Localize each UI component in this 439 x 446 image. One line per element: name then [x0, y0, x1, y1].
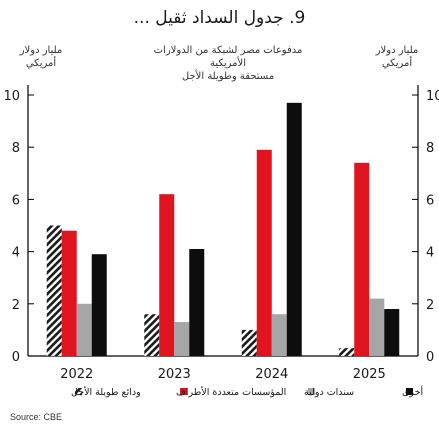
bar-hatch-2022 — [46, 225, 62, 356]
bar-black-2025 — [384, 309, 400, 356]
bar-red-2022 — [61, 230, 77, 356]
bar-hatch-2024 — [241, 329, 257, 356]
y-tick-label-left: 6 — [12, 193, 20, 208]
bar-red-2025 — [354, 162, 370, 356]
chart-subheader: مدفوعات مصر لشبكة من الدولارات الأمريكية… — [153, 45, 303, 82]
y-tick-label-right: 4 — [426, 246, 434, 261]
legend-label-black: أخرى — [402, 385, 424, 398]
x-tick-label: 2022 — [60, 367, 93, 382]
y-tick-label-left: 10 — [3, 89, 20, 104]
legend-swatch-black — [406, 388, 413, 395]
left-axis-unit: مليار دولار أمريكي — [19, 45, 63, 69]
bar-red-2024 — [256, 149, 272, 356]
y-tick-label-left: 8 — [12, 141, 20, 156]
legend-swatch-hatch — [75, 388, 82, 395]
y-tick-label-right: 6 — [426, 193, 434, 208]
legend-label-hatch: ودائع طويلة الأجل — [71, 386, 141, 398]
bar-gray-2022 — [76, 303, 92, 356]
source-note: Source: CBE — [10, 412, 63, 422]
chart-title: 9. جدول السداد ثقيل ... — [133, 8, 306, 28]
bar-gray-2025 — [369, 298, 385, 356]
legend-swatch-gray — [308, 388, 315, 395]
right-axis-unit: مليار دولار أمريكي — [375, 45, 419, 69]
bar-hatch-2025 — [339, 348, 355, 356]
bar-hatch-2023 — [144, 314, 160, 356]
bar-black-2022 — [91, 254, 107, 356]
bar-gray-2024 — [271, 314, 287, 356]
x-tick-label: 2023 — [158, 367, 191, 382]
x-tick-label: 2024 — [255, 367, 288, 382]
x-tick-label: 2025 — [353, 367, 386, 382]
y-tick-label-left: 0 — [12, 350, 20, 365]
y-tick-label-right: 10 — [426, 89, 439, 104]
y-tick-label-left: 4 — [12, 246, 20, 261]
bar-red-2023 — [159, 194, 175, 356]
y-tick-label-right: 0 — [426, 350, 434, 365]
bar-black-2023 — [189, 248, 205, 356]
bar-black-2024 — [286, 102, 302, 356]
y-tick-label-left: 2 — [12, 298, 20, 313]
bar-gray-2023 — [174, 322, 190, 356]
legend-label-red: المؤسسات متعددة الأطراف — [176, 386, 286, 398]
legend-label-gray: سندات دولية — [304, 387, 354, 398]
y-tick-label-right: 8 — [426, 141, 434, 156]
legend-swatch-red — [180, 388, 187, 395]
y-tick-label-right: 2 — [426, 298, 434, 313]
